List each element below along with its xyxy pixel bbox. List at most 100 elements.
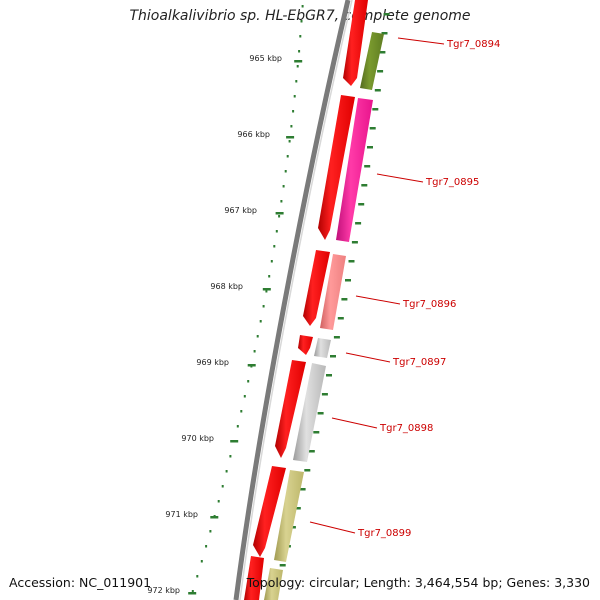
tick-label: 970 kbp xyxy=(181,434,214,443)
red-feature-arrow xyxy=(298,335,313,355)
outer-tick xyxy=(345,279,351,282)
outer-tick xyxy=(361,184,368,187)
scale-dot xyxy=(191,590,194,593)
scale-dot xyxy=(286,155,289,158)
scale-dot xyxy=(200,560,203,563)
gene-label-tgr7-0894: Tgr7_0894 xyxy=(446,39,500,50)
outer-tick xyxy=(330,355,336,358)
major-tick xyxy=(286,136,295,139)
accession-text: Accession: NC_011901 xyxy=(9,575,152,590)
gene-label-tgr7-0898: Tgr7_0898 xyxy=(379,423,433,434)
scale-dot xyxy=(209,530,212,533)
outer-tick xyxy=(299,488,306,491)
tick-label: 969 kbp xyxy=(196,358,229,367)
gene-arrow-magenta xyxy=(336,98,373,242)
reverse-strand-features xyxy=(244,0,368,600)
scale-dot xyxy=(240,410,243,413)
outer-tick xyxy=(333,336,340,339)
outer-tick xyxy=(348,260,355,263)
outer-tick xyxy=(317,412,324,415)
outer-tick xyxy=(381,32,388,35)
gene-label-texts: Tgr7_0894 Tgr7_0895 Tgr7_0896 Tgr7_0897 … xyxy=(357,39,500,539)
outer-tick xyxy=(337,317,344,320)
outer-tick xyxy=(294,507,301,510)
outer-tick xyxy=(372,108,379,111)
scale-dot xyxy=(284,170,287,173)
scale-dot xyxy=(265,290,268,293)
scale-dot xyxy=(278,215,281,218)
tick-label: 967 kbp xyxy=(224,206,257,215)
gene-label-tgr7-0895: Tgr7_0895 xyxy=(425,177,479,188)
scale-dot xyxy=(259,320,262,323)
map-title: Thioalkalivibrio sp. HL-EbGR7, complete … xyxy=(129,8,471,24)
scale-dot xyxy=(288,140,291,143)
gene-label-leader-line xyxy=(309,521,356,534)
gene-label-tgr7-0899: Tgr7_0899 xyxy=(357,528,411,539)
scale-dot xyxy=(296,65,299,68)
major-tick xyxy=(247,364,256,367)
scale-dot xyxy=(196,575,199,578)
genome-backbone xyxy=(233,0,351,600)
scale-dot xyxy=(262,305,265,308)
outer-tick xyxy=(313,431,320,434)
major-tick xyxy=(275,212,284,215)
scale-dot xyxy=(247,380,250,383)
scale-tick-labels: 965 kbp 966 kbp 967 kbp 968 kbp 969 kbp … xyxy=(147,54,282,595)
outer-tick xyxy=(304,469,311,472)
scale-dot xyxy=(236,425,239,428)
tick-label: 968 kbp xyxy=(210,282,243,291)
gene-arrow-salmon xyxy=(320,254,346,330)
scale-dot xyxy=(229,455,232,458)
gene-arrow-khaki xyxy=(264,568,283,600)
scale-dot xyxy=(282,185,285,188)
red-feature-arrow xyxy=(253,466,286,557)
gene-label-leader-line xyxy=(345,352,391,363)
outer-tick xyxy=(279,564,286,567)
outer-tick xyxy=(369,127,376,130)
gene-label-leader-line xyxy=(355,295,401,305)
scale-dot xyxy=(290,125,293,128)
outer-tick xyxy=(383,13,390,16)
red-feature-arrow xyxy=(303,250,330,326)
outer-tick xyxy=(326,374,332,377)
outer-tick xyxy=(364,165,371,168)
scale-dot xyxy=(275,230,278,233)
gene-label-tgr7-0896: Tgr7_0896 xyxy=(402,299,456,310)
forward-strand-features xyxy=(264,32,384,600)
major-tick xyxy=(230,440,239,443)
scale-dot xyxy=(221,485,224,488)
scale-dot xyxy=(217,500,220,503)
major-tick xyxy=(188,592,197,595)
red-feature-arrow xyxy=(275,360,306,458)
scale-dotted-track xyxy=(191,5,304,593)
outer-tick xyxy=(351,241,358,244)
scale-dot xyxy=(205,545,208,548)
gene-arrow-grey xyxy=(314,338,331,358)
gene-arrow-grey xyxy=(293,363,326,462)
major-tick xyxy=(294,60,303,63)
genome-backbone-highlight xyxy=(239,0,353,600)
red-feature-arrow xyxy=(318,95,355,240)
tick-label: 966 kbp xyxy=(237,130,270,139)
outer-tick xyxy=(355,222,362,225)
gene-label-leader-line xyxy=(331,417,378,429)
gene-label-leader-line xyxy=(397,37,445,45)
gene-arrow-olive xyxy=(360,32,384,90)
outer-tick xyxy=(341,298,348,301)
red-feature-arrow xyxy=(343,0,368,86)
outer-tick xyxy=(377,70,384,73)
scale-dot xyxy=(280,200,283,203)
scale-dot xyxy=(268,275,271,278)
scale-dot xyxy=(298,50,301,53)
scale-dot xyxy=(270,260,273,263)
scale-ticks xyxy=(188,13,390,595)
scale-dot xyxy=(273,245,276,248)
scale-dot xyxy=(256,335,259,338)
scale-dot xyxy=(292,110,295,113)
scale-dot xyxy=(295,80,298,83)
gene-arrow-khaki xyxy=(274,470,304,562)
outer-tick xyxy=(367,146,373,149)
tick-label: 972 kbp xyxy=(147,586,180,595)
tick-label: 971 kbp xyxy=(165,510,198,519)
